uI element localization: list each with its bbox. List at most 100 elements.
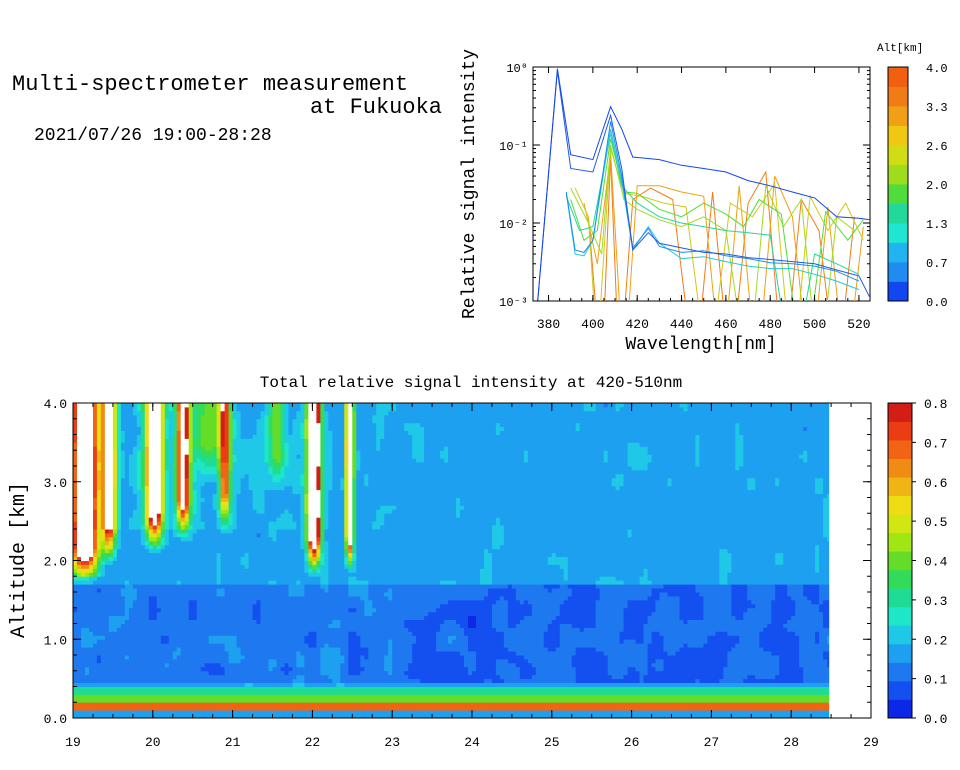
heatmap-cell bbox=[264, 450, 269, 455]
heatmap-cell bbox=[124, 497, 130, 502]
heatmap-cell bbox=[304, 529, 309, 534]
heatmap-cell bbox=[176, 568, 182, 573]
heatmap-cell bbox=[108, 481, 114, 487]
heatmap-cell bbox=[112, 670, 118, 676]
heatmap-cell bbox=[236, 655, 242, 660]
heatmap-cell bbox=[85, 678, 90, 683]
heatmap-cell bbox=[188, 655, 194, 660]
heatmap-cell bbox=[148, 678, 154, 683]
heatmap-cell bbox=[304, 639, 309, 644]
heatmap-cell bbox=[144, 466, 150, 471]
heatmap-cell bbox=[264, 619, 269, 624]
heatmap-cell bbox=[256, 446, 261, 451]
spectrum-series-group bbox=[537, 68, 870, 301]
heatmap-cell bbox=[108, 611, 114, 617]
heatmap-cell bbox=[288, 686, 293, 691]
heatmap-cell bbox=[100, 670, 106, 676]
heatmap-cell bbox=[240, 623, 246, 628]
heatmap-cell bbox=[172, 710, 178, 715]
heatmap-cell bbox=[85, 532, 90, 538]
heatmap-cell bbox=[196, 406, 202, 412]
heatmap-cell bbox=[276, 458, 281, 463]
heatmap-cell bbox=[120, 647, 126, 652]
heatmap-cell bbox=[136, 552, 142, 557]
heatmap-cell bbox=[280, 592, 285, 597]
heatmap-cell bbox=[252, 548, 258, 554]
heatmap-cell bbox=[120, 501, 126, 506]
heatmap-cell bbox=[93, 540, 98, 546]
heatmap-cell bbox=[272, 572, 277, 577]
heatmap-cell bbox=[216, 469, 222, 475]
heatmap-cell bbox=[112, 473, 118, 479]
heatmap-cell bbox=[104, 513, 110, 518]
heatmap-cell bbox=[144, 410, 150, 416]
heatmap-cell bbox=[116, 509, 122, 514]
heatmap-cell bbox=[140, 568, 146, 573]
heatmap-cell bbox=[93, 603, 98, 609]
heatmap-cell bbox=[156, 517, 162, 522]
heatmap-cell bbox=[120, 666, 126, 672]
heatmap-cell bbox=[148, 454, 154, 459]
heatmap-cell bbox=[196, 497, 202, 502]
heatmap-cell bbox=[204, 686, 210, 691]
heatmap-cell bbox=[168, 450, 174, 455]
heatmap-cell bbox=[81, 438, 86, 443]
heatmap-cell bbox=[296, 517, 301, 522]
heatmap-cell bbox=[272, 509, 277, 514]
heatmap-cell bbox=[252, 580, 258, 585]
heatmap-cell bbox=[232, 623, 238, 628]
heatmap-cell bbox=[260, 588, 265, 593]
heatmap-cell bbox=[308, 509, 313, 514]
heatmap-cell bbox=[108, 450, 114, 455]
heatmap-cell bbox=[228, 603, 234, 609]
heatmap-cell bbox=[104, 698, 110, 703]
heatmap-cell bbox=[164, 410, 170, 416]
heatmap-cell bbox=[268, 576, 273, 581]
heatmap-cell bbox=[160, 619, 166, 624]
heatmap-cell bbox=[89, 678, 94, 683]
heatmap-cell bbox=[180, 651, 186, 656]
heatmap-cell bbox=[120, 410, 126, 416]
heatmap-cell bbox=[256, 477, 261, 483]
heatmap-cell bbox=[276, 584, 281, 589]
heatmap-cell bbox=[280, 438, 285, 443]
heatmap-cell bbox=[300, 536, 305, 542]
heatmap-cell bbox=[172, 568, 178, 573]
heatmap-cell bbox=[77, 509, 82, 514]
heatmap-cell bbox=[104, 678, 110, 683]
heatmap-cell bbox=[104, 682, 110, 687]
heatmap-cell bbox=[292, 489, 297, 494]
heatmap-cell bbox=[93, 611, 98, 617]
heatmap-cell bbox=[144, 403, 150, 408]
heatmap-cell bbox=[144, 556, 150, 561]
heatmap-cell bbox=[120, 536, 126, 542]
heatmap-cell bbox=[196, 442, 202, 447]
heatmap-cell bbox=[140, 615, 146, 620]
heatmap-cell bbox=[120, 635, 126, 640]
heatmap-cell bbox=[116, 540, 122, 546]
heatmap-cell bbox=[224, 517, 230, 522]
heatmap-cell bbox=[284, 690, 289, 695]
heatmap-cell bbox=[188, 611, 194, 617]
heatmap-cell bbox=[200, 513, 206, 518]
heatmap-cell bbox=[240, 418, 246, 424]
heatmap-cell bbox=[272, 611, 277, 617]
heatmap-cell bbox=[168, 458, 174, 463]
heatmap-cell bbox=[116, 694, 122, 699]
heatmap-cell bbox=[244, 599, 250, 605]
heatmap-cell bbox=[308, 489, 313, 494]
heatmap-cell bbox=[204, 438, 210, 443]
heatmap-cell bbox=[284, 599, 289, 605]
heatmap-cell bbox=[89, 434, 94, 439]
heatmap-cell bbox=[212, 505, 218, 510]
heatmap-cell bbox=[208, 682, 214, 687]
heatmap-cell bbox=[268, 599, 273, 605]
heatmap-cell bbox=[272, 406, 277, 412]
heatmap-cell bbox=[308, 599, 313, 605]
heatmap-cell bbox=[220, 595, 226, 601]
heatmap-cell bbox=[112, 556, 118, 561]
heatmap-cell bbox=[248, 639, 254, 644]
heatmap-cell bbox=[244, 509, 250, 514]
heatmap-cell bbox=[120, 521, 126, 526]
heatmap-cell bbox=[256, 690, 261, 695]
